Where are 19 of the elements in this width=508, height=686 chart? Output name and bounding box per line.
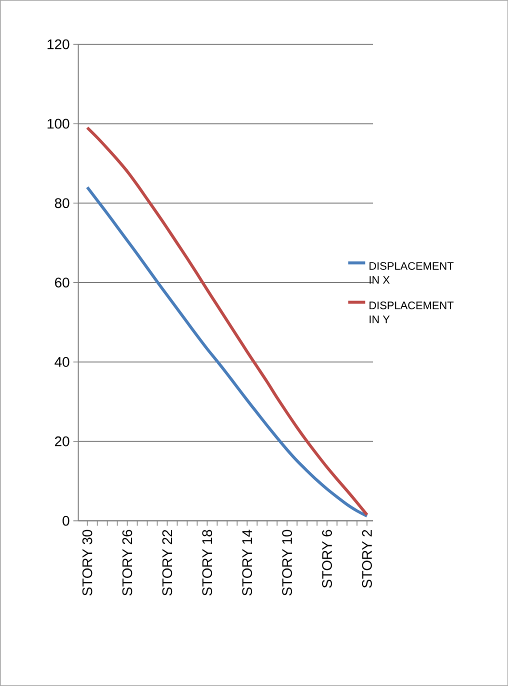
y-tick-label: 100 xyxy=(48,118,70,129)
x-tick-label: STORY 18 xyxy=(202,530,212,596)
x-tick-label: STORY 22 xyxy=(162,530,172,596)
y-tick-label: 0 xyxy=(62,516,70,526)
y-tick-label: 80 xyxy=(54,198,70,208)
y-tick-label: 120 xyxy=(48,39,70,50)
legend-label: DISPLACEMENT IN X xyxy=(369,262,454,284)
y-tick-label: 40 xyxy=(54,357,70,367)
x-tick-label: STORY 10 xyxy=(282,530,292,596)
line-series xyxy=(86,126,368,516)
line-series xyxy=(86,186,368,518)
x-tick-label: STORY 6 xyxy=(322,530,332,588)
y-tick-label: 60 xyxy=(54,278,70,288)
legend-label: DISPLACEMENT IN Y xyxy=(369,302,454,324)
x-tick-label: STORY 30 xyxy=(82,530,92,596)
y-tick-label: 20 xyxy=(54,436,70,446)
x-tick-label: STORY 14 xyxy=(242,530,252,596)
x-tick-label: STORY 2 xyxy=(362,530,372,588)
x-tick-label: STORY 26 xyxy=(122,530,132,596)
